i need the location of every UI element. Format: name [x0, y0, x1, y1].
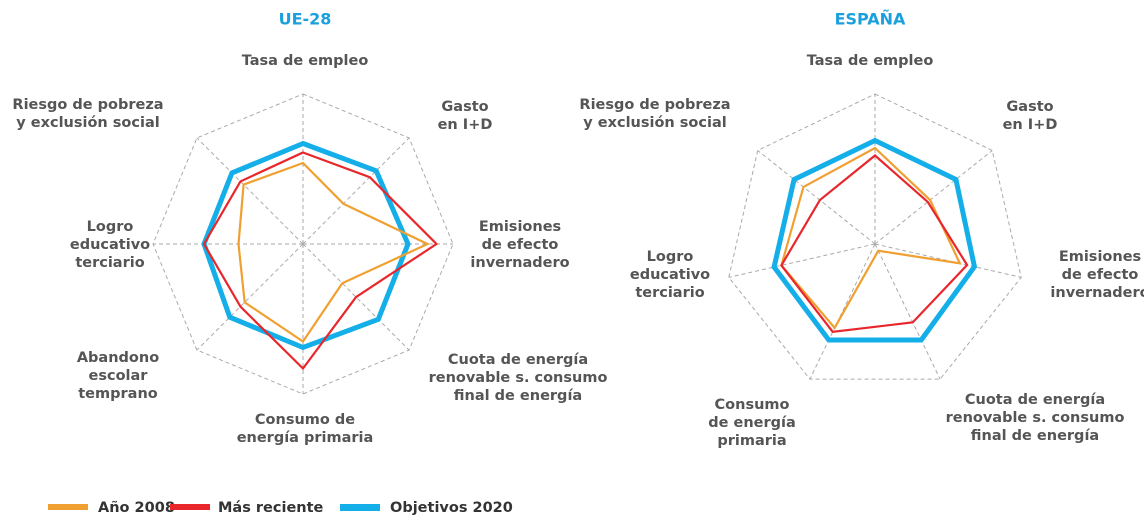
radar-spoke	[196, 137, 304, 245]
radar-spoke	[809, 243, 876, 380]
axis-label: educativo	[70, 237, 150, 253]
axis-label: educativo	[630, 267, 710, 283]
radar-spoke	[874, 150, 993, 245]
axis-label: Abandono	[77, 350, 159, 366]
legend-swatch	[170, 504, 210, 510]
radar-line	[780, 146, 962, 330]
axis-label: Logro	[647, 249, 694, 265]
radar-spoke	[302, 137, 410, 245]
radar-line	[771, 137, 978, 343]
radar-grid	[728, 93, 1022, 380]
axis-label: final de energía	[454, 388, 582, 404]
legend-label: Objetivos 2020	[390, 500, 513, 516]
axis-label: escolar	[89, 368, 149, 384]
radar-spoke	[874, 243, 941, 380]
axis-label: final de energía	[971, 428, 1099, 444]
legend-swatch	[48, 504, 88, 510]
axis-label: renovable s. consumo	[429, 370, 608, 386]
radar-spoke	[728, 243, 876, 278]
axis-label: temprano	[78, 386, 158, 402]
axis-label: Logro	[87, 219, 134, 235]
axis-label: Consumo	[715, 397, 790, 413]
axis-label: Riesgo de pobreza	[579, 97, 730, 113]
axis-label: Riesgo de pobreza	[12, 97, 163, 113]
legend-label: Año 2008	[98, 500, 175, 516]
axis-label: Gasto	[441, 99, 488, 115]
axis-label: invernadero	[1050, 285, 1144, 301]
axis-label: Tasa de empleo	[242, 53, 369, 69]
axis-label: renovable s. consumo	[946, 410, 1125, 426]
axis-label: de energía	[708, 415, 796, 431]
radar-grid	[152, 93, 454, 395]
chart-title: ESPAÑA	[835, 10, 906, 29]
legend-swatch	[340, 504, 380, 511]
axis-label: Cuota de energía	[448, 352, 588, 368]
radar-line	[237, 161, 431, 344]
axis-label: Gasto	[1006, 99, 1053, 115]
axis-label: en I+D	[1003, 117, 1058, 133]
radar-spoke	[757, 150, 876, 245]
radar-spoke	[302, 243, 410, 351]
axis-label: energía primaria	[237, 430, 374, 446]
axis-label: de efecto	[482, 237, 559, 253]
axis-label: Emisiones	[1059, 249, 1141, 265]
axis-label: Cuota de energía	[965, 392, 1105, 408]
axis-label: Consumo de	[255, 412, 355, 428]
radar-line	[201, 140, 411, 351]
legend-label: Más reciente	[218, 500, 324, 516]
radar-line	[202, 151, 439, 371]
axis-label: terciario	[75, 255, 144, 271]
chart-title: UE-28	[279, 10, 332, 29]
axis-label: invernadero	[470, 255, 569, 271]
radar-spoke	[874, 243, 1022, 278]
axis-label: primaria	[717, 433, 786, 449]
radar-line	[780, 154, 969, 334]
axis-label: en I+D	[438, 117, 493, 133]
axis-label: terciario	[635, 285, 704, 301]
axis-label: Tasa de empleo	[807, 53, 934, 69]
radar-spoke	[196, 243, 304, 351]
axis-label: Emisiones	[479, 219, 561, 235]
axis-label: y exclusión social	[16, 115, 159, 131]
axis-label: de efecto	[1062, 267, 1139, 283]
axis-label: y exclusión social	[583, 115, 726, 131]
